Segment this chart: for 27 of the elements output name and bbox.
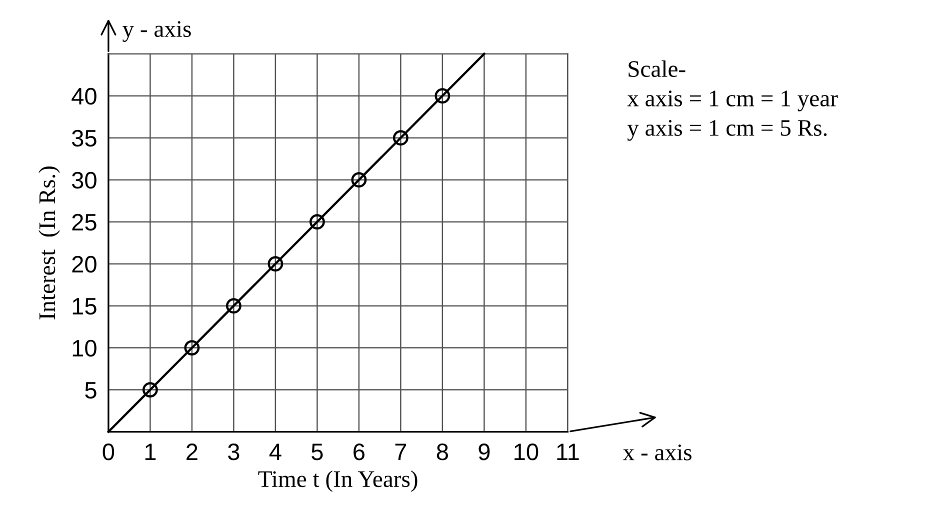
text: Scale-	[628, 60, 686, 78]
text: y - axis	[122, 21, 191, 42]
y-tick-label: 5	[85, 382, 96, 399]
text: y axis = 1 cm = 5 Rs.	[627, 120, 827, 141]
x-tick-label: 8	[436, 444, 448, 460]
x-tick-label: 9	[478, 444, 490, 460]
text: x axis = 1 cm = 1 year	[627, 90, 838, 112]
y-tick-label: 15	[72, 298, 96, 315]
y-tick-label: 10	[72, 340, 96, 357]
y-tick-label: 30	[72, 172, 96, 189]
x-tick-label: 2	[186, 444, 198, 460]
x-tick-label: 5	[312, 444, 323, 460]
x-tick-label: 1	[145, 444, 156, 460]
y-tick-label: 20	[72, 256, 96, 273]
x-tick-label: 7	[395, 444, 406, 460]
text: x - axis	[623, 444, 692, 460]
x-tick-label: 0	[102, 444, 114, 460]
y-tick-label: 25	[72, 214, 96, 231]
x-axis-title: Time t (In Years)	[258, 470, 418, 492]
x-tick-label: 6	[354, 444, 364, 460]
y-tick-label: 35	[72, 130, 96, 147]
x-tick-label: 4	[269, 444, 282, 460]
y-tick-label: 40	[72, 88, 96, 105]
x-tick-label: 3	[228, 444, 240, 460]
x-tick-label: 10	[514, 444, 538, 460]
y-axis-title: Interest (In Rs.)	[38, 166, 60, 320]
x-tick-label: 11	[557, 444, 579, 460]
